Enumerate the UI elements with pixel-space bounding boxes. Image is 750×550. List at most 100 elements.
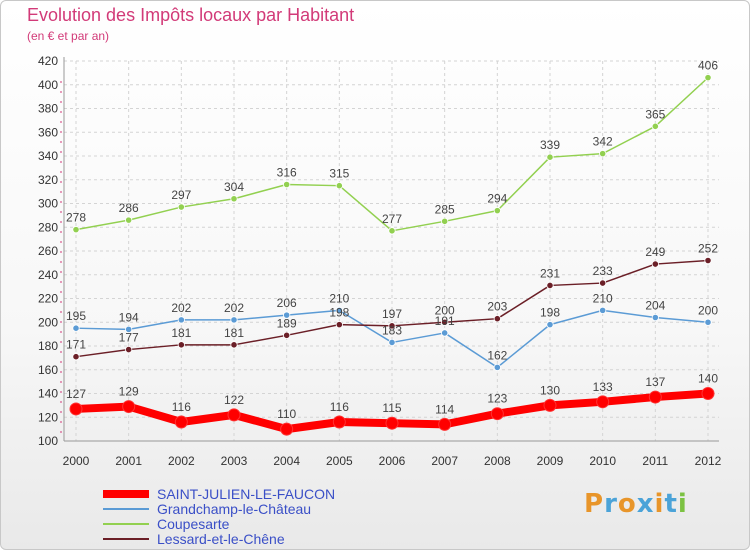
legend-label: Coupesarte xyxy=(157,516,230,532)
legend-label: SAINT-JULIEN-LE-FAUCON xyxy=(157,486,336,502)
y-tick-label: 120 xyxy=(38,410,58,424)
data-label: 203 xyxy=(487,300,507,314)
x-tick-label: 2010 xyxy=(589,454,616,468)
data-label: 202 xyxy=(224,301,244,315)
data-label: 127 xyxy=(66,387,86,401)
data-label: 181 xyxy=(224,326,244,340)
data-label: 194 xyxy=(119,310,139,324)
data-label: 133 xyxy=(593,380,613,394)
data-point xyxy=(599,306,607,314)
data-point xyxy=(388,227,396,235)
data-point xyxy=(388,338,396,347)
data-label: 210 xyxy=(593,291,613,305)
data-label: 195 xyxy=(66,309,86,323)
data-point xyxy=(69,402,83,416)
y-tick-label: 240 xyxy=(38,268,58,282)
data-point xyxy=(335,306,343,314)
data-point xyxy=(125,325,133,333)
data-label: 140 xyxy=(698,372,718,386)
y-tick-label: 300 xyxy=(38,197,58,211)
data-point xyxy=(230,316,238,324)
data-point xyxy=(493,315,501,323)
data-point xyxy=(230,341,238,349)
data-point xyxy=(174,415,188,429)
x-tick-label: 2008 xyxy=(484,454,511,468)
data-label: 204 xyxy=(645,299,665,313)
data-label: 114 xyxy=(435,402,454,416)
y-tick-label: 220 xyxy=(38,292,58,306)
x-tick-label: 2009 xyxy=(537,454,564,468)
data-label: 315 xyxy=(329,167,349,181)
data-point xyxy=(441,329,449,337)
data-point xyxy=(385,416,399,430)
x-tick-label: 2011 xyxy=(642,454,668,468)
data-label: 342 xyxy=(593,135,613,149)
data-point xyxy=(280,422,294,436)
data-point xyxy=(546,321,554,329)
data-point xyxy=(651,260,659,268)
y-tick-label: 100 xyxy=(38,434,58,448)
data-label: 122 xyxy=(224,393,244,407)
data-label: 200 xyxy=(698,303,718,317)
data-label: 233 xyxy=(593,264,613,278)
data-point xyxy=(543,398,557,412)
data-label: 206 xyxy=(277,296,297,310)
chart-title: Evolution des Impôts locaux par Habitant xyxy=(27,5,355,25)
y-tick-label: 260 xyxy=(38,244,58,258)
data-point xyxy=(335,182,343,190)
x-tick-label: 2000 xyxy=(63,454,90,468)
data-point xyxy=(651,122,659,130)
data-label: 137 xyxy=(645,375,665,389)
data-label: 171 xyxy=(66,338,86,352)
x-tick-label: 2002 xyxy=(168,454,195,468)
data-point xyxy=(177,341,185,349)
y-tick-label: 380 xyxy=(38,102,58,116)
data-label: 339 xyxy=(540,138,560,152)
data-point xyxy=(441,217,449,225)
data-point xyxy=(493,207,501,215)
data-label: 191 xyxy=(435,314,455,328)
data-point xyxy=(72,226,80,234)
x-tick-label: 2006 xyxy=(379,454,406,468)
data-label: 183 xyxy=(382,323,402,337)
x-tick-label: 2004 xyxy=(273,454,300,468)
x-tick-label: 2001 xyxy=(115,454,142,468)
legend-item: Grandchamp-le-Château xyxy=(103,501,311,517)
series-group xyxy=(69,74,715,436)
y-tick-label: 280 xyxy=(38,220,58,234)
data-label: 116 xyxy=(330,400,349,414)
data-point xyxy=(599,279,607,287)
legend-item: Lessard-et-le-Chêne xyxy=(103,531,285,547)
data-point xyxy=(490,407,504,421)
data-point xyxy=(283,180,291,189)
data-label: 110 xyxy=(277,407,296,421)
data-point xyxy=(177,203,185,211)
legend-item: SAINT-JULIEN-LE-FAUCON xyxy=(103,486,335,502)
data-label: 285 xyxy=(435,202,455,216)
data-point xyxy=(704,74,712,82)
data-point xyxy=(546,281,554,290)
data-label: 198 xyxy=(540,306,560,320)
data-label: 286 xyxy=(119,201,139,215)
data-label: 202 xyxy=(171,301,191,315)
x-tick-label: 2003 xyxy=(221,454,248,468)
data-point xyxy=(283,311,291,319)
data-point xyxy=(332,415,346,429)
data-label: 162 xyxy=(487,348,507,362)
data-label: 277 xyxy=(382,212,402,226)
legend-swatch xyxy=(103,490,149,498)
data-label: 316 xyxy=(277,166,297,180)
data-point xyxy=(177,316,185,324)
data-point xyxy=(493,363,501,371)
legend-swatch xyxy=(103,508,149,510)
x-tick-label: 2012 xyxy=(695,454,722,468)
data-label: 252 xyxy=(698,242,718,256)
data-point xyxy=(651,313,659,322)
data-label: 198 xyxy=(329,306,349,320)
data-label: 189 xyxy=(277,316,297,330)
data-point xyxy=(704,318,712,326)
data-point xyxy=(122,400,136,414)
